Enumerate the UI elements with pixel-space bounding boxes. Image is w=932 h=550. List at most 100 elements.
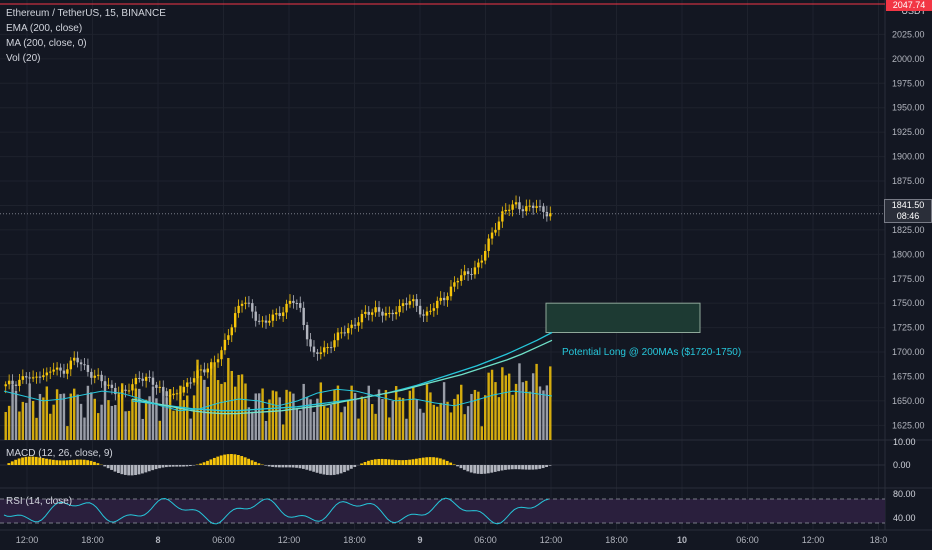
potential-long-zone[interactable] <box>545 302 701 334</box>
candle-body <box>151 377 155 385</box>
candle-body <box>275 313 278 315</box>
candle-body <box>25 376 28 378</box>
candle-body <box>18 379 21 386</box>
macd-bar <box>199 463 203 465</box>
macd-bar <box>298 465 302 469</box>
macd-bar <box>86 460 90 465</box>
candle-body <box>69 360 72 370</box>
candle-body <box>312 346 316 353</box>
candle-body <box>405 303 408 305</box>
price-axis[interactable]: 2025.00 2000.00 1975.00 1950.00 1925.00 1900.… <box>892 29 925 430</box>
volume-bar <box>7 405 11 440</box>
volume-bar <box>220 383 223 440</box>
volume-bar <box>497 397 501 440</box>
macd-bar <box>490 465 494 473</box>
candle-body <box>131 384 134 391</box>
price-tick-10: 1775.00 <box>892 274 925 284</box>
macd-bar <box>161 465 165 468</box>
candle-body <box>453 282 456 287</box>
candle-body <box>42 375 45 378</box>
volume-bar <box>436 406 439 440</box>
volume-bar <box>21 401 25 440</box>
candle-body <box>507 209 511 211</box>
time-axis[interactable]: 12:00 18:00 8 06:00 12:00 18:00 9 06:00 12:00 18:… <box>16 535 888 545</box>
volume-bar <box>76 394 79 440</box>
volume-bar <box>463 414 466 440</box>
macd-bar <box>93 461 96 465</box>
candle-body <box>11 380 14 385</box>
volume-bar <box>175 407 179 440</box>
volume-bar <box>138 388 141 440</box>
volume-bar <box>422 412 425 440</box>
candle-body <box>213 362 216 364</box>
macd-bar <box>322 465 326 475</box>
macd-bar <box>449 462 453 465</box>
volume-bar <box>230 370 233 440</box>
volume-bar <box>213 363 216 440</box>
macd-bar <box>69 460 72 465</box>
volume-bar <box>206 386 209 440</box>
candle-body <box>237 305 240 314</box>
candle-body <box>103 381 107 386</box>
macd-bar <box>541 465 545 469</box>
candle-body <box>422 314 425 316</box>
volume-bar <box>429 392 432 440</box>
volume-bar <box>391 400 394 440</box>
macd-bar <box>75 459 79 465</box>
macd-bar <box>343 465 346 473</box>
price-tick-6: 1875.00 <box>892 176 925 186</box>
symbol-title[interactable]: Ethereum / TetherUS, 15, BINANCE <box>6 8 166 19</box>
candle-body <box>144 376 148 381</box>
candle-body <box>227 335 230 340</box>
volume-bar <box>103 382 107 440</box>
candle-body <box>484 250 487 261</box>
price-tick-8: 1825.00 <box>892 225 925 235</box>
volume-bar <box>28 383 31 440</box>
candle-body <box>285 303 288 313</box>
ma-legend[interactable]: MA (200, close, 0) <box>6 38 87 49</box>
volume-bar <box>100 404 103 440</box>
price-tick-5: 1900.00 <box>892 152 925 162</box>
volume-bar <box>117 394 120 440</box>
candle-body <box>240 303 244 306</box>
volume-legend[interactable]: Vol (20) <box>6 53 41 64</box>
ema-legend[interactable]: EMA (200, close) <box>6 23 83 34</box>
rsi-tick-40: 40.00 <box>893 513 916 523</box>
macd-bar <box>41 458 45 465</box>
volume-bar <box>4 412 7 440</box>
time-tick-2: 8 <box>155 535 160 545</box>
volume-bar <box>107 400 110 440</box>
volume-bar <box>141 418 144 440</box>
macd-bar <box>370 459 374 465</box>
macd-bar <box>243 457 247 465</box>
macd-bar <box>154 465 158 470</box>
rsi-label[interactable]: RSI (14, close) <box>6 496 73 507</box>
volume-bar <box>281 424 285 440</box>
time-tick-7: 06:00 <box>474 535 497 545</box>
macd-bar <box>483 465 487 474</box>
macd-bar <box>521 465 524 470</box>
long-zone-annotation[interactable]: Potential Long @ 200MAs ($1720-1750) <box>562 347 742 358</box>
macd-bar <box>510 465 514 470</box>
volume-bar <box>131 399 134 440</box>
candle-body <box>415 299 418 306</box>
volume-bar <box>347 400 350 440</box>
volume-bar <box>466 406 470 440</box>
macd-bar <box>24 456 28 465</box>
volume-bar <box>364 398 367 440</box>
macd-bar <box>456 465 459 467</box>
macd-bar <box>62 460 66 465</box>
volume-bar <box>374 413 377 440</box>
volume-bar <box>504 375 507 440</box>
macd-bar <box>209 459 213 465</box>
macd-bar <box>329 465 333 476</box>
candle-body <box>518 202 521 210</box>
macd-bar <box>493 465 497 472</box>
volume-bar <box>401 398 405 440</box>
volume-bar <box>439 402 442 440</box>
volume-bar <box>158 420 162 440</box>
price-tick-14: 1675.00 <box>892 371 925 381</box>
macd-bar <box>305 465 309 470</box>
macd-label[interactable]: MACD (12, 26, close, 9) <box>6 448 113 459</box>
